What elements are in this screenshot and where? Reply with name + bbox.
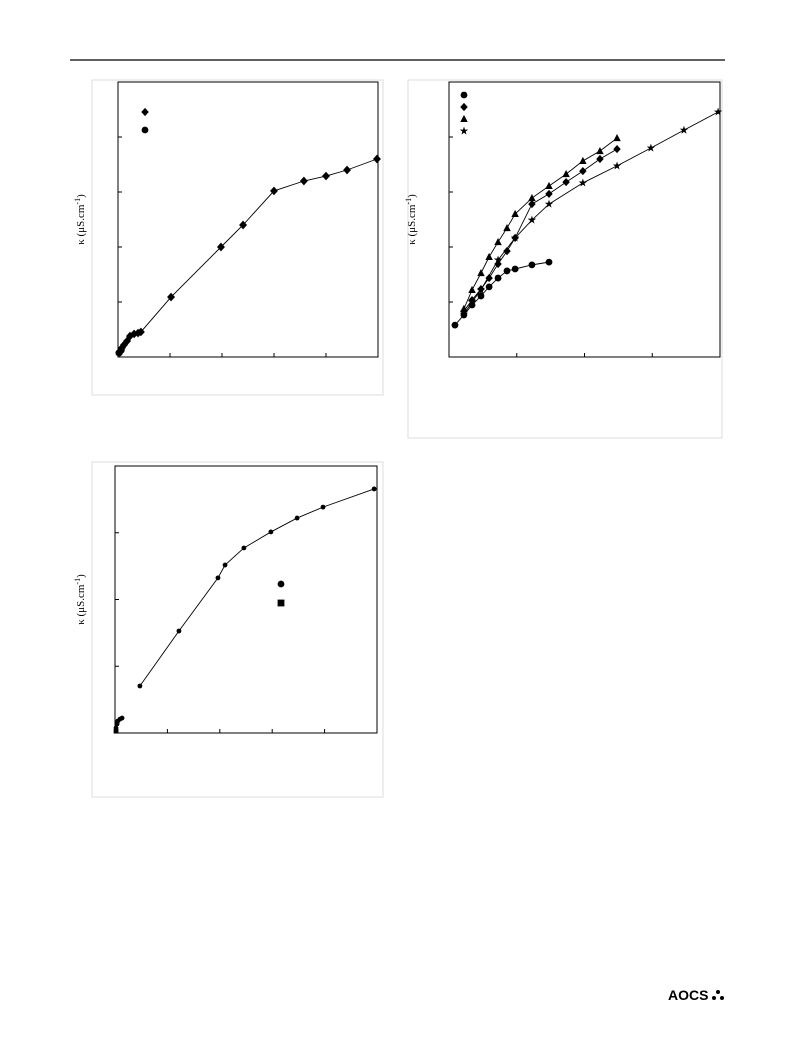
data-point — [503, 267, 511, 275]
legend-marker — [141, 126, 149, 134]
series-line — [139, 488, 375, 687]
data-point — [451, 321, 459, 329]
data-point — [467, 297, 477, 306]
legend-marker — [277, 599, 285, 607]
chart: κ (μS.cm-1) — [404, 79, 723, 439]
chart-frame — [91, 79, 384, 396]
data-point — [239, 220, 248, 230]
data-point — [485, 283, 493, 291]
data-point — [130, 329, 139, 339]
plot-area — [117, 81, 379, 358]
chart-frame — [91, 461, 384, 798]
legend-marker — [141, 107, 149, 117]
y-label-close: ) — [406, 194, 418, 198]
y-label-sup: -1 — [404, 198, 413, 205]
data-point — [613, 134, 621, 142]
y-axis-label: κ (μS.cm-1) — [404, 194, 418, 245]
data-point — [494, 274, 502, 282]
y-axis-label: κ (μS.cm-1) — [73, 194, 87, 245]
series-line — [463, 111, 719, 315]
data-point — [477, 269, 485, 277]
data-point — [646, 143, 656, 152]
plot-area — [114, 465, 378, 734]
y-label-sup: -1 — [73, 198, 82, 205]
data-point — [596, 146, 604, 155]
data-point — [528, 200, 536, 209]
data-point — [268, 529, 274, 535]
y-label-text: κ (μS.cm — [75, 584, 87, 625]
data-point — [270, 186, 278, 196]
plot-area — [448, 81, 721, 358]
data-point — [299, 176, 308, 186]
logo-mark — [712, 990, 724, 1000]
data-point — [371, 486, 377, 492]
data-point — [136, 327, 145, 337]
y-label-close: ) — [75, 574, 87, 578]
publisher-logo: AOCS — [668, 987, 708, 1003]
data-point — [137, 683, 143, 689]
y-axis-label: κ (μS.cm-1) — [73, 574, 87, 625]
legend-marker — [459, 126, 469, 135]
data-point — [713, 107, 723, 116]
y-label-text: κ (μS.cm — [75, 204, 87, 245]
data-point — [528, 261, 536, 269]
chart-frame — [407, 79, 723, 439]
data-point — [476, 285, 486, 294]
data-point — [485, 273, 493, 283]
data-point — [113, 728, 119, 734]
data-point — [167, 292, 175, 302]
data-point — [320, 504, 326, 510]
data-point — [459, 309, 469, 318]
data-point — [528, 193, 536, 202]
data-point — [217, 242, 225, 252]
series-line — [119, 158, 378, 353]
data-point — [241, 545, 247, 551]
data-point — [612, 161, 622, 170]
data-point — [494, 237, 502, 246]
data-point — [511, 209, 519, 218]
data-point — [562, 178, 570, 187]
data-point — [579, 167, 587, 176]
data-point — [222, 562, 228, 568]
y-label-sup: -1 — [73, 578, 82, 585]
chart: κ (μS.cm-1) — [73, 79, 384, 396]
series-line — [454, 261, 550, 326]
data-point — [117, 346, 125, 354]
data-point — [544, 199, 554, 208]
data-point — [485, 252, 493, 260]
legend-marker — [460, 114, 468, 123]
data-point — [503, 223, 511, 232]
data-point — [493, 255, 503, 264]
y-label-close: ) — [75, 194, 87, 198]
y-label-text: κ (μS.cm — [406, 204, 418, 245]
data-point — [545, 258, 553, 266]
data-point — [294, 515, 300, 521]
data-point — [503, 247, 511, 256]
data-point — [596, 154, 604, 164]
data-point — [468, 285, 476, 293]
data-point — [215, 575, 221, 581]
data-point — [545, 189, 553, 199]
legend-marker — [277, 580, 285, 588]
data-point — [343, 165, 352, 175]
data-point — [176, 628, 182, 634]
data-point — [510, 233, 520, 242]
data-point — [527, 215, 537, 224]
data-point — [322, 171, 330, 181]
chart: κ (μS.cm-1) — [73, 461, 384, 798]
legend-marker — [460, 91, 468, 99]
data-point — [578, 178, 588, 187]
data-point — [477, 292, 485, 300]
data-point — [579, 156, 587, 164]
legend-marker — [460, 102, 468, 112]
data-point — [613, 145, 621, 154]
data-point — [511, 265, 519, 273]
data-point — [119, 715, 125, 721]
data-point — [460, 304, 468, 312]
data-point — [679, 125, 689, 134]
data-point — [373, 154, 381, 164]
data-point — [545, 181, 553, 190]
data-point — [562, 170, 570, 178]
